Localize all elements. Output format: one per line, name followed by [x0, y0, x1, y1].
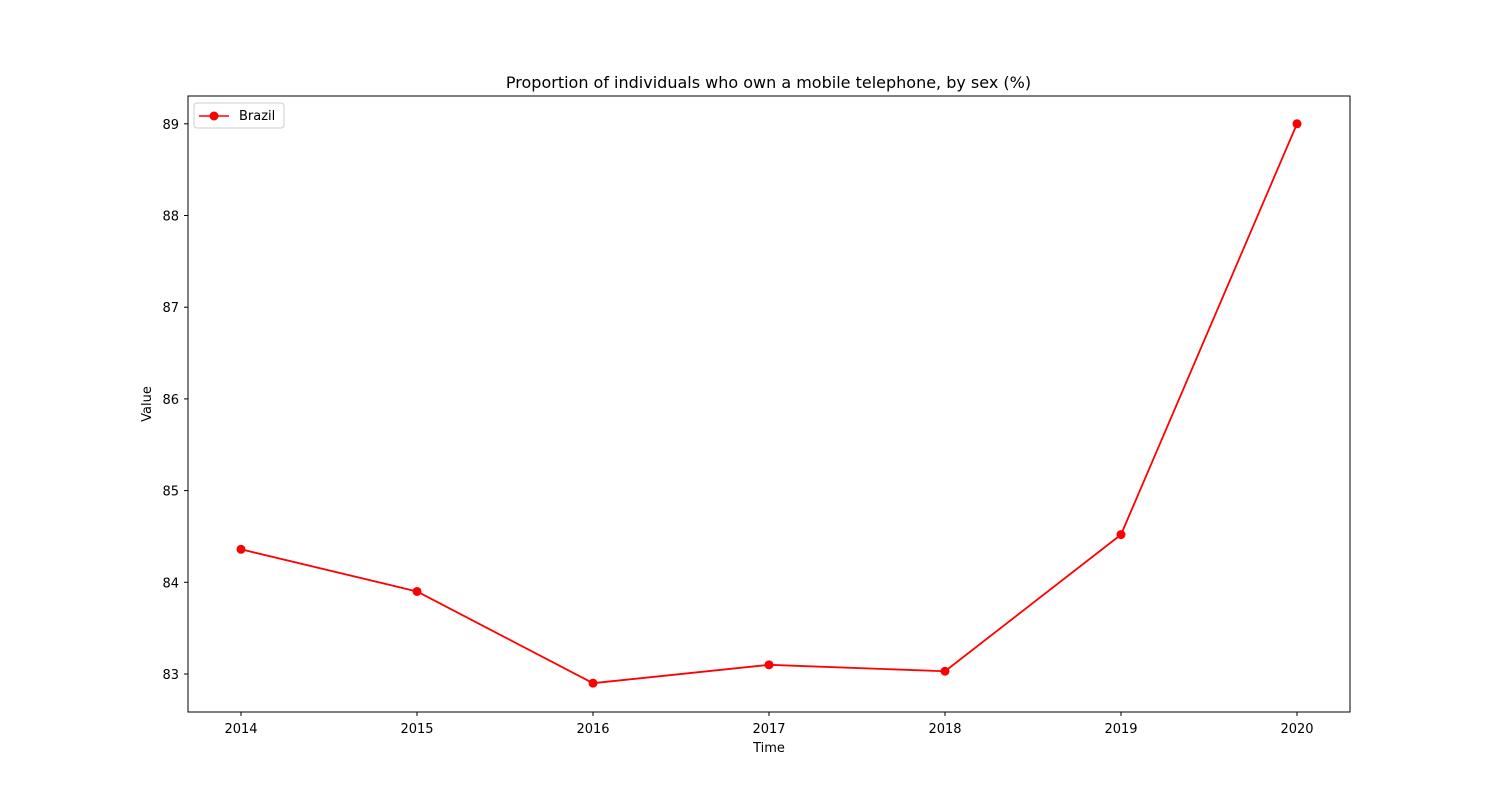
x-axis-ticks: 2014 2015 2016 2017 2018 2019 2020 [224, 712, 1314, 737]
legend-marker [209, 111, 219, 121]
x-tick-label: 2016 [576, 722, 609, 737]
x-tick-label: 2018 [928, 722, 961, 737]
x-axis-label: Time [752, 741, 785, 756]
data-point [940, 666, 950, 676]
chart-title: Proportion of individuals who own a mobi… [506, 73, 1031, 92]
plot-frame [187, 95, 1351, 713]
data-point [1292, 119, 1302, 129]
data-point [412, 586, 422, 596]
x-tick-label: 2020 [1280, 722, 1313, 737]
y-tick-label: 89 [162, 118, 179, 133]
x-tick-label: 2014 [224, 722, 257, 737]
y-tick-label: 84 [162, 576, 179, 591]
x-tick-label: 2015 [400, 722, 433, 737]
series-layer [236, 119, 1302, 688]
legend: Brazil [193, 102, 285, 129]
data-point [764, 660, 774, 670]
y-tick-label: 86 [162, 393, 179, 408]
y-tick-label: 83 [162, 668, 179, 683]
y-axis-ticks: 83 84 85 86 87 88 89 [162, 118, 188, 683]
data-point [588, 678, 598, 688]
y-tick-label: 85 [162, 485, 179, 500]
x-tick-label: 2019 [1104, 722, 1137, 737]
x-tick-label: 2017 [752, 722, 785, 737]
data-point [1116, 530, 1126, 540]
y-tick-label: 88 [162, 210, 179, 225]
legend-label: Brazil [239, 109, 275, 124]
y-tick-label: 87 [162, 301, 179, 316]
data-point [236, 544, 246, 554]
legend-box [193, 102, 285, 129]
y-axis-label: Value [140, 386, 155, 422]
